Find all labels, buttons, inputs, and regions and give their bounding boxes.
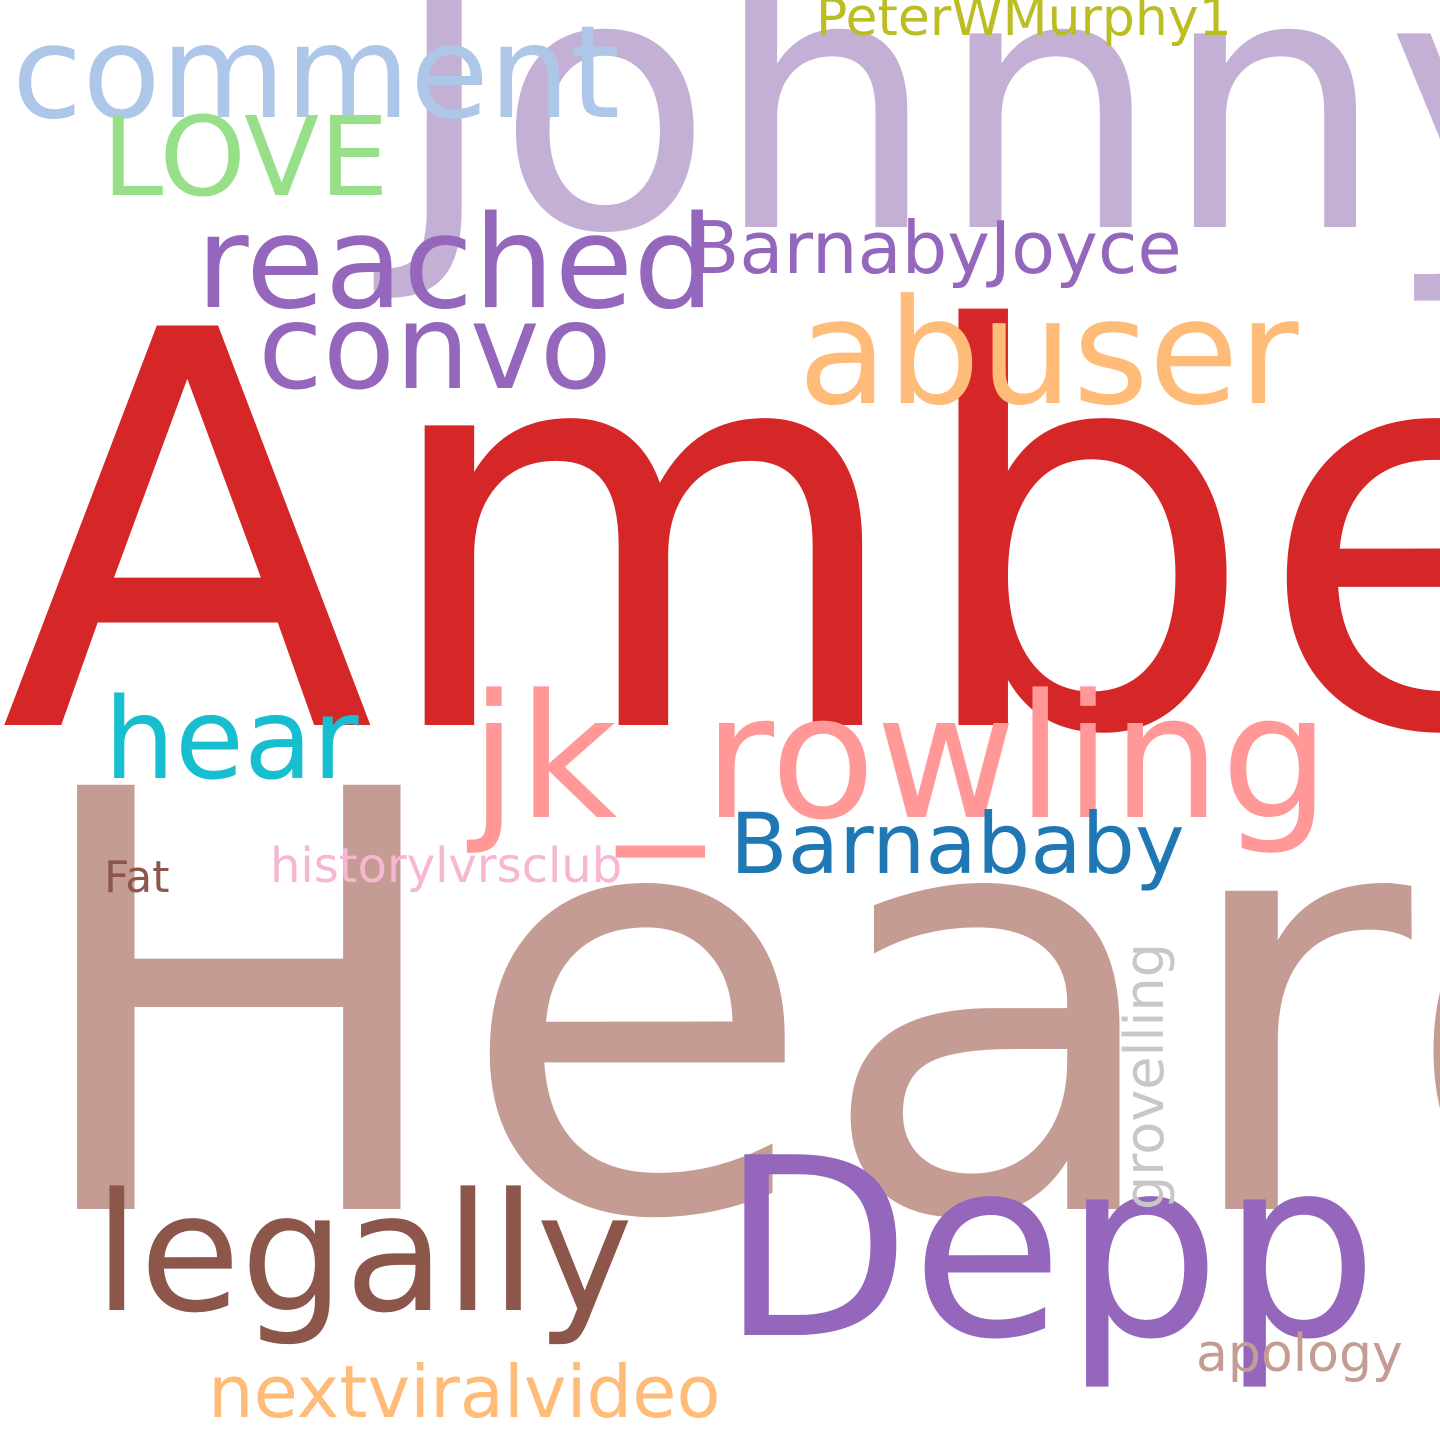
word-fat: Fat [104, 852, 170, 903]
word-barnabyjoyce: BarnabyJoyce [690, 206, 1182, 290]
word-convo: convo [258, 278, 612, 416]
word-legally: legally [94, 1158, 634, 1349]
word-love: LOVE [102, 93, 389, 221]
word-amber: Amber [0, 217, 1440, 855]
word-hear: hear [104, 675, 359, 805]
word-depp: Depp [720, 1106, 1379, 1394]
word-reached: reached [196, 189, 715, 338]
word-johnny: Johnny [392, 0, 1440, 311]
word-historylvrsclub: historylvrsclub [270, 838, 623, 894]
word-grovelling: grovelling [1113, 942, 1176, 1210]
word-apology: apology [1196, 1324, 1403, 1384]
word-barnababy: Barnababy [730, 795, 1185, 893]
word-abuser: abuser [798, 268, 1299, 438]
word-heard: Heard [20, 670, 1440, 1347]
word-comment: comment [12, 0, 621, 148]
word-peterwmurphy1: PeterWMurphy1 [816, 0, 1232, 48]
word-jk-rowling: jk_rowling [470, 657, 1330, 858]
word-nextviralvideo: nextviralvideo [208, 1350, 721, 1434]
